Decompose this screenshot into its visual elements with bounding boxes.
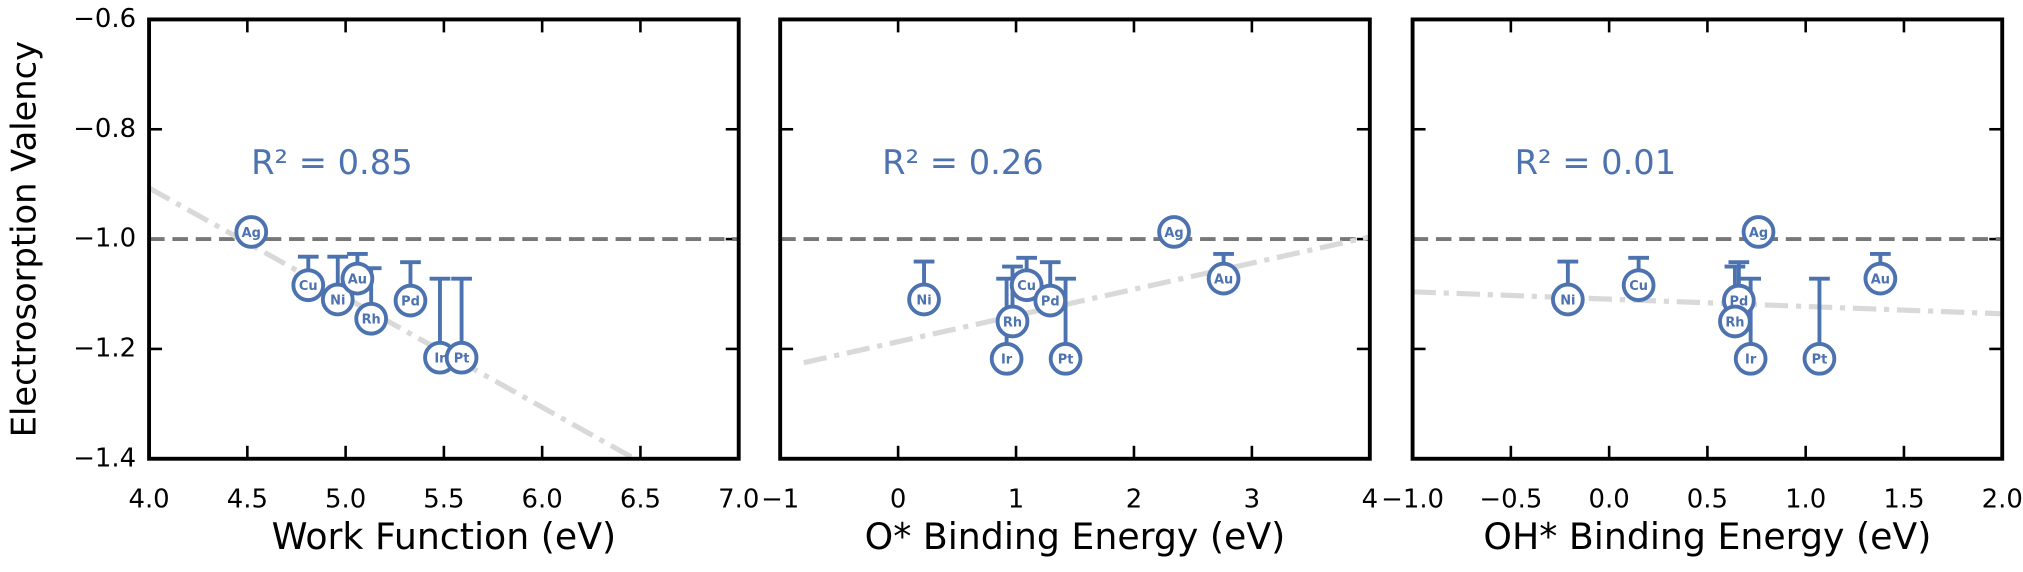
point-label: Pt: [1058, 353, 1074, 368]
x-tick-label: 2.0: [1982, 485, 2023, 515]
point: [995, 304, 1030, 339]
y-tick-label: −1.4: [73, 443, 136, 473]
x-tick-label: 4: [1362, 485, 1378, 515]
axes-frame: [778, 17, 1372, 461]
point: [320, 282, 355, 317]
point-label: Cu: [299, 279, 318, 294]
x-tick-label: 5.0: [325, 485, 366, 515]
point: [1621, 268, 1656, 303]
point: [354, 301, 389, 336]
x-tick-label: 2: [1126, 485, 1142, 515]
trendline: [147, 185, 636, 462]
axes-frame: [147, 17, 741, 461]
annotation: R² = 0.26: [882, 143, 1044, 182]
x-tick-label: 1.5: [1883, 485, 1924, 515]
x-tick-label: 1.0: [1785, 485, 1826, 515]
x-tick-label: −1: [761, 485, 799, 515]
x-tick-label: 3: [1244, 485, 1260, 515]
point: [1863, 261, 1898, 296]
point-label: Cu: [1629, 279, 1648, 294]
point-label: Ir: [434, 352, 446, 367]
x-axis-label: Work Function (eV): [272, 515, 617, 558]
point-label: Cu: [1017, 279, 1036, 294]
point: [1718, 304, 1752, 339]
point: [393, 283, 428, 318]
point-label: Ag: [1164, 226, 1183, 241]
point-label: Au: [348, 272, 367, 287]
y-axis-label: Electrosorption Valency: [4, 41, 43, 437]
point: [1551, 282, 1585, 317]
point-label: Pd: [401, 294, 420, 309]
point-label: Pd: [1041, 294, 1060, 309]
point-label: Ag: [1749, 226, 1768, 241]
point: [1206, 261, 1241, 296]
x-axis-label: O* Binding Energy (eV): [865, 515, 1286, 558]
point-label: Pt: [1812, 353, 1828, 368]
point: [234, 215, 269, 249]
point: [907, 282, 941, 317]
point-label: Au: [1871, 272, 1890, 287]
trendline: [803, 234, 1371, 366]
y-tick-label: −0.8: [73, 114, 136, 144]
x-tick-label: 7.0: [718, 485, 759, 515]
point: [1009, 268, 1044, 303]
y-tick-label: −0.6: [73, 4, 136, 34]
x-tick-label: 4.5: [227, 485, 268, 515]
point-label: Ir: [1001, 353, 1013, 368]
point-label: Ni: [330, 293, 345, 308]
x-tick-label: 6.5: [620, 485, 661, 515]
x-tick-label: −1.0: [1381, 485, 1444, 515]
x-tick-label: 6.0: [522, 485, 563, 515]
point-label: Pt: [454, 352, 470, 367]
point-label: Au: [1214, 272, 1233, 287]
point-label: Ni: [916, 293, 931, 308]
point: [1802, 341, 1837, 376]
trendline: [1412, 289, 2003, 317]
x-tick-label: 5.5: [423, 485, 464, 515]
x-tick-label: 0.0: [1589, 485, 1630, 515]
x-tick-label: −0.5: [1479, 485, 1542, 515]
x-tick-label: 0.5: [1687, 485, 1728, 515]
point-label: Rh: [362, 313, 381, 328]
point: [989, 341, 1024, 376]
point: [291, 268, 326, 303]
point: [1741, 215, 1776, 249]
point: [1157, 215, 1191, 249]
y-tick-label: −1.2: [73, 333, 136, 363]
point-label: Ag: [242, 226, 261, 241]
point: [340, 261, 375, 296]
point: [1033, 283, 1068, 318]
point: [444, 340, 479, 375]
point: [1048, 341, 1083, 376]
point-label: Ni: [1560, 293, 1575, 308]
x-tick-label: 1: [1008, 485, 1024, 515]
annotation: R² = 0.01: [1515, 143, 1677, 182]
annotation: R² = 0.85: [251, 143, 413, 182]
x-axis-label: OH* Binding Energy (eV): [1483, 515, 1931, 558]
point: [1733, 341, 1768, 376]
point-label: Rh: [1003, 315, 1022, 330]
x-tick-label: 0: [890, 485, 906, 515]
axes-frame: [1410, 17, 2005, 461]
x-tick-label: 4.0: [128, 485, 169, 515]
point-label: Ir: [1745, 353, 1757, 368]
point-label: Rh: [1725, 315, 1744, 330]
y-tick-label: −1.0: [73, 224, 136, 254]
